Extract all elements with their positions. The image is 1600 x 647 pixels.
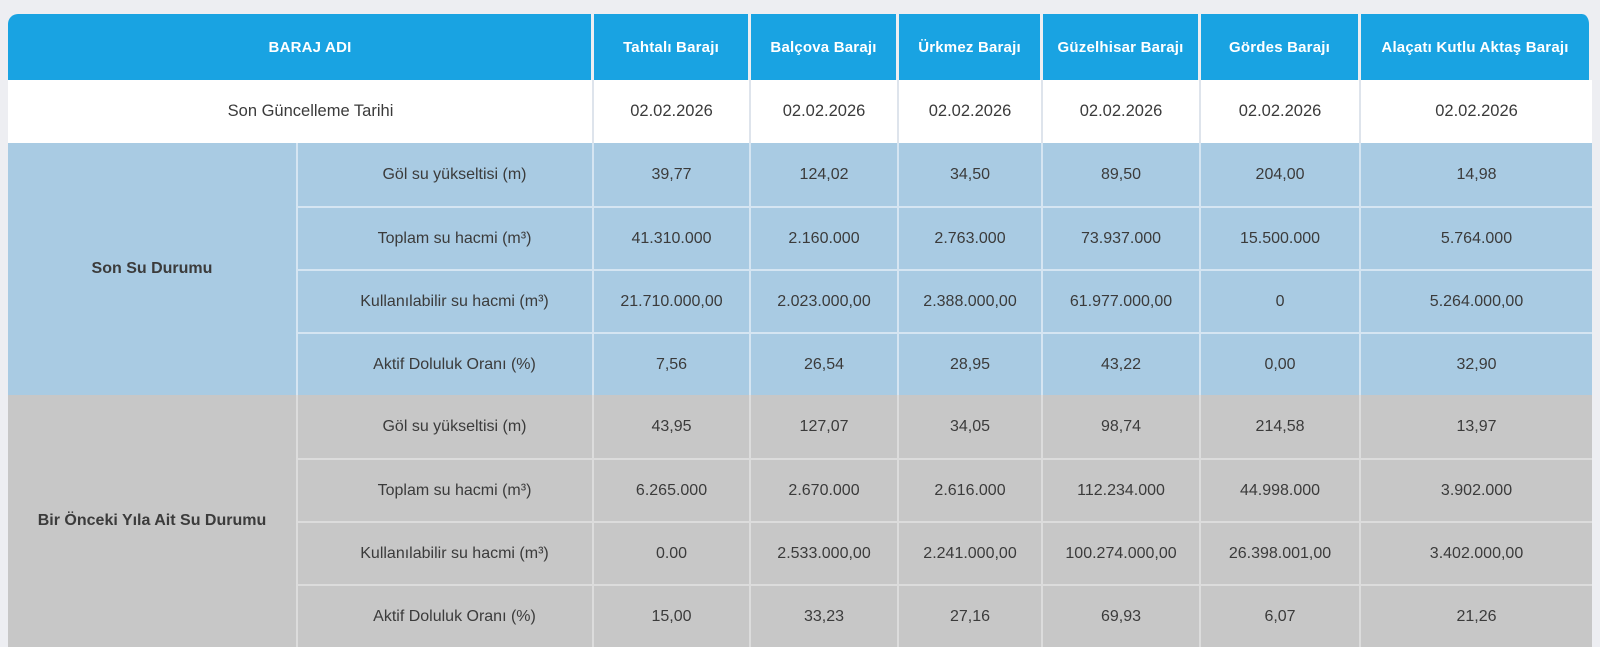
- cell-value: 41.310.000: [594, 206, 752, 269]
- dam-status-table: BARAJ ADI Tahtalı Barajı Balçova Barajı …: [8, 14, 1593, 647]
- cell-value: 28,95: [899, 332, 1044, 395]
- row-label-fill-rate: Aktif Doluluk Oranı (%): [298, 584, 595, 647]
- last-update-value: 02.02.2026: [899, 80, 1044, 143]
- cell-value: 3.902.000: [1361, 458, 1593, 521]
- cell-value: 43,95: [594, 395, 752, 458]
- cell-value: 2.670.000: [751, 458, 900, 521]
- cell-value: 6.265.000: [594, 458, 752, 521]
- table-row: Toplam su hacmi (m³) 6.265.000 2.670.000…: [8, 458, 1593, 521]
- cell-value: 0.00: [594, 521, 752, 584]
- cell-value: 214,58: [1201, 395, 1362, 458]
- cell-value: 127,07: [751, 395, 900, 458]
- table-row: Aktif Doluluk Oranı (%) 7,56 26,54 28,95…: [8, 332, 1593, 395]
- cell-value: 2.616.000: [899, 458, 1044, 521]
- cell-value: 124,02: [751, 143, 900, 206]
- column-header-tahtali: Tahtalı Barajı: [594, 14, 752, 80]
- cell-value: 112.234.000: [1043, 458, 1202, 521]
- cell-value: 6,07: [1201, 584, 1362, 647]
- cell-value: 27,16: [899, 584, 1044, 647]
- cell-value: 89,50: [1043, 143, 1202, 206]
- cell-value: 5.264.000,00: [1361, 269, 1593, 332]
- cell-value: 15.500.000: [1201, 206, 1362, 269]
- table-row: Aktif Doluluk Oranı (%) 15,00 33,23 27,1…: [8, 584, 1593, 647]
- row-label-lake-level: Göl su yükseltisi (m): [298, 143, 595, 206]
- table-header-row: BARAJ ADI Tahtalı Barajı Balçova Barajı …: [8, 14, 1593, 80]
- cell-value: 21.710.000,00: [594, 269, 752, 332]
- cell-value: 3.402.000,00: [1361, 521, 1593, 584]
- row-label-total-volume: Toplam su hacmi (m³): [298, 206, 595, 269]
- column-header-baraj-adi: BARAJ ADI: [8, 14, 595, 80]
- cell-value: 2.241.000,00: [899, 521, 1044, 584]
- cell-value: 39,77: [594, 143, 752, 206]
- column-header-urkmez: Ürkmez Barajı: [899, 14, 1044, 80]
- row-label-total-volume: Toplam su hacmi (m³): [298, 458, 595, 521]
- section-title-previous-year: Bir Önceki Yıla Ait Su Durumu: [8, 395, 298, 647]
- cell-value: 0: [1201, 269, 1362, 332]
- row-label-lake-level: Göl su yükseltisi (m): [298, 395, 595, 458]
- cell-value: 69,93: [1043, 584, 1202, 647]
- cell-value: 2.388.000,00: [899, 269, 1044, 332]
- column-header-guzelhisar: Güzelhisar Barajı: [1043, 14, 1202, 80]
- last-update-value: 02.02.2026: [751, 80, 900, 143]
- last-update-value: 02.02.2026: [1043, 80, 1202, 143]
- cell-value: 44.998.000: [1201, 458, 1362, 521]
- last-update-label: Son Güncelleme Tarihi: [8, 80, 595, 143]
- cell-value: 13,97: [1361, 395, 1593, 458]
- cell-value: 43,22: [1043, 332, 1202, 395]
- cell-value: 34,50: [899, 143, 1044, 206]
- cell-value: 2.763.000: [899, 206, 1044, 269]
- cell-value: 26.398.001,00: [1201, 521, 1362, 584]
- cell-value: 21,26: [1361, 584, 1593, 647]
- table-row: Kullanılabilir su hacmi (m³) 21.710.000,…: [8, 269, 1593, 332]
- cell-value: 34,05: [899, 395, 1044, 458]
- table-row: Bir Önceki Yıla Ait Su Durumu Göl su yük…: [8, 395, 1593, 647]
- column-header-alacati: Alaçatı Kutlu Aktaş Barajı: [1361, 14, 1593, 80]
- last-update-value: 02.02.2026: [1201, 80, 1362, 143]
- last-update-value: 02.02.2026: [1361, 80, 1593, 143]
- last-update-row: Son Güncelleme Tarihi 02.02.2026 02.02.2…: [8, 80, 1593, 143]
- cell-value: 61.977.000,00: [1043, 269, 1202, 332]
- cell-value: 73.937.000: [1043, 206, 1202, 269]
- cell-value: 7,56: [594, 332, 752, 395]
- cell-value: 0,00: [1201, 332, 1362, 395]
- column-header-balcova: Balçova Barajı: [751, 14, 900, 80]
- cell-value: 5.764.000: [1361, 206, 1593, 269]
- cell-value: 204,00: [1201, 143, 1362, 206]
- section-title-current: Son Su Durumu: [8, 143, 298, 395]
- table-row: Toplam su hacmi (m³) 41.310.000 2.160.00…: [8, 206, 1593, 269]
- cell-value: 33,23: [751, 584, 900, 647]
- table-row: Kullanılabilir su hacmi (m³) 0.00 2.533.…: [8, 521, 1593, 584]
- column-header-gordes: Gördes Barajı: [1201, 14, 1362, 80]
- cell-value: 32,90: [1361, 332, 1593, 395]
- cell-value: 14,98: [1361, 143, 1593, 206]
- cell-value: 15,00: [594, 584, 752, 647]
- cell-value: 2.160.000: [751, 206, 900, 269]
- last-update-value: 02.02.2026: [594, 80, 752, 143]
- cell-value: 98,74: [1043, 395, 1202, 458]
- cell-value: 26,54: [751, 332, 900, 395]
- row-label-usable-volume: Kullanılabilir su hacmi (m³): [298, 521, 595, 584]
- cell-value: 100.274.000,00: [1043, 521, 1202, 584]
- cell-value: 2.023.000,00: [751, 269, 900, 332]
- row-label-usable-volume: Kullanılabilir su hacmi (m³): [298, 269, 595, 332]
- row-label-fill-rate: Aktif Doluluk Oranı (%): [298, 332, 595, 395]
- table-row: Son Su Durumu Göl su yükseltisi (m) 39,7…: [8, 143, 1593, 395]
- cell-value: 2.533.000,00: [751, 521, 900, 584]
